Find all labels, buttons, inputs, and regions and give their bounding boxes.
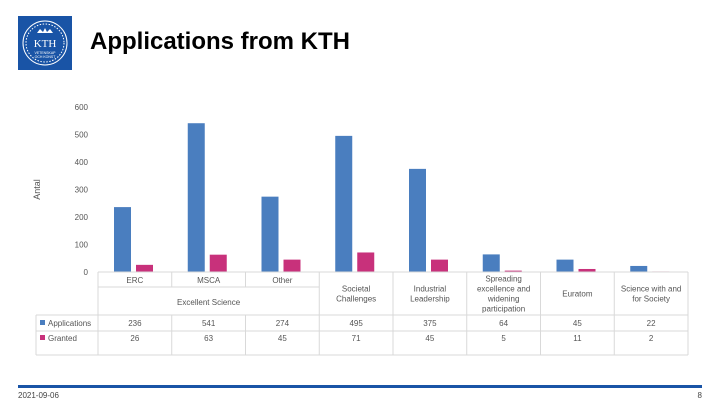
- category-label: Euratom: [562, 290, 593, 299]
- y-tick-label: 500: [75, 131, 89, 140]
- bar-applications: [261, 196, 279, 272]
- data-cell: 541: [202, 319, 216, 328]
- bar-applications: [556, 259, 574, 272]
- y-tick-label: 600: [75, 103, 89, 112]
- bar-granted: [504, 270, 522, 272]
- chart-svg: 0 100 200 300 400 500 600 Antal ERC MSCA Other Soci…: [32, 103, 689, 356]
- category-label: ERC: [126, 276, 143, 285]
- y-axis-label: Antal: [32, 179, 42, 200]
- bar-granted: [136, 264, 153, 272]
- category-label: widening: [487, 295, 520, 304]
- category-label: MSCA: [197, 276, 221, 285]
- data-cell: 5: [501, 334, 506, 343]
- data-cell: 63: [204, 334, 213, 343]
- bar-granted: [578, 268, 596, 272]
- category-label: excellence and: [477, 285, 530, 294]
- bar-applications: [630, 265, 648, 272]
- data-cell: 64: [499, 319, 508, 328]
- logo-subtext-2: OCH KONST: [35, 55, 57, 59]
- data-cell: 45: [278, 334, 287, 343]
- category-label: participation: [482, 305, 525, 314]
- category-label: Industrial: [414, 285, 447, 294]
- data-cell: 45: [573, 319, 582, 328]
- bar-granted: [431, 259, 448, 272]
- category-label: Challenges: [336, 295, 376, 304]
- bar-applications: [187, 123, 205, 272]
- bar-applications: [335, 135, 353, 272]
- data-cell: 495: [349, 319, 363, 328]
- kth-logo: KTH VETENSKAP OCH KONST: [18, 16, 72, 70]
- data-cell: 22: [647, 319, 656, 328]
- y-tick-label: 300: [75, 186, 89, 195]
- page-number: 8: [697, 391, 702, 400]
- category-label: Leadership: [410, 295, 450, 304]
- bar-applications: [409, 168, 426, 272]
- footer-date: 2021-09-06: [18, 391, 59, 400]
- crown-icon: [37, 28, 53, 33]
- data-cell: 11: [573, 334, 582, 343]
- slide-title: Applications from KTH: [90, 28, 351, 55]
- data-cell: 26: [130, 334, 139, 343]
- category-label: Other: [272, 276, 292, 285]
- y-tick-label: 100: [75, 241, 89, 250]
- category-label: Spreading: [485, 275, 521, 284]
- data-cell: 2: [649, 334, 654, 343]
- bar-granted: [357, 252, 375, 272]
- group-label: Excellent Science: [177, 298, 241, 307]
- legend-granted: Granted: [48, 334, 77, 343]
- legend-applications: Applications: [48, 319, 91, 328]
- data-cell: 274: [276, 319, 290, 328]
- logo-text: KTH: [34, 38, 57, 50]
- category-label: Societal: [342, 285, 371, 294]
- bar-applications: [482, 254, 500, 272]
- data-cell: 71: [352, 334, 361, 343]
- bar-applications: [114, 207, 131, 272]
- y-tick-label: 200: [75, 213, 89, 222]
- logo-subtext-1: VETENSKAP: [34, 51, 56, 55]
- legend-swatch-granted: [40, 335, 45, 340]
- data-cell: 45: [425, 334, 434, 343]
- bar-granted: [209, 254, 227, 272]
- category-label: Science with and: [621, 285, 681, 294]
- data-cell: 375: [423, 319, 437, 328]
- y-tick-label: 400: [75, 158, 89, 167]
- legend-swatch-applications: [40, 320, 45, 325]
- footer-rule: [18, 385, 702, 388]
- data-cell: 236: [128, 319, 142, 328]
- applications-chart: 0 100 200 300 400 500 600 Antal ERC MSCA Other Soci…: [0, 90, 720, 365]
- bar-granted: [283, 259, 301, 272]
- category-label: for Society: [632, 295, 670, 304]
- y-tick-label: 0: [84, 268, 89, 277]
